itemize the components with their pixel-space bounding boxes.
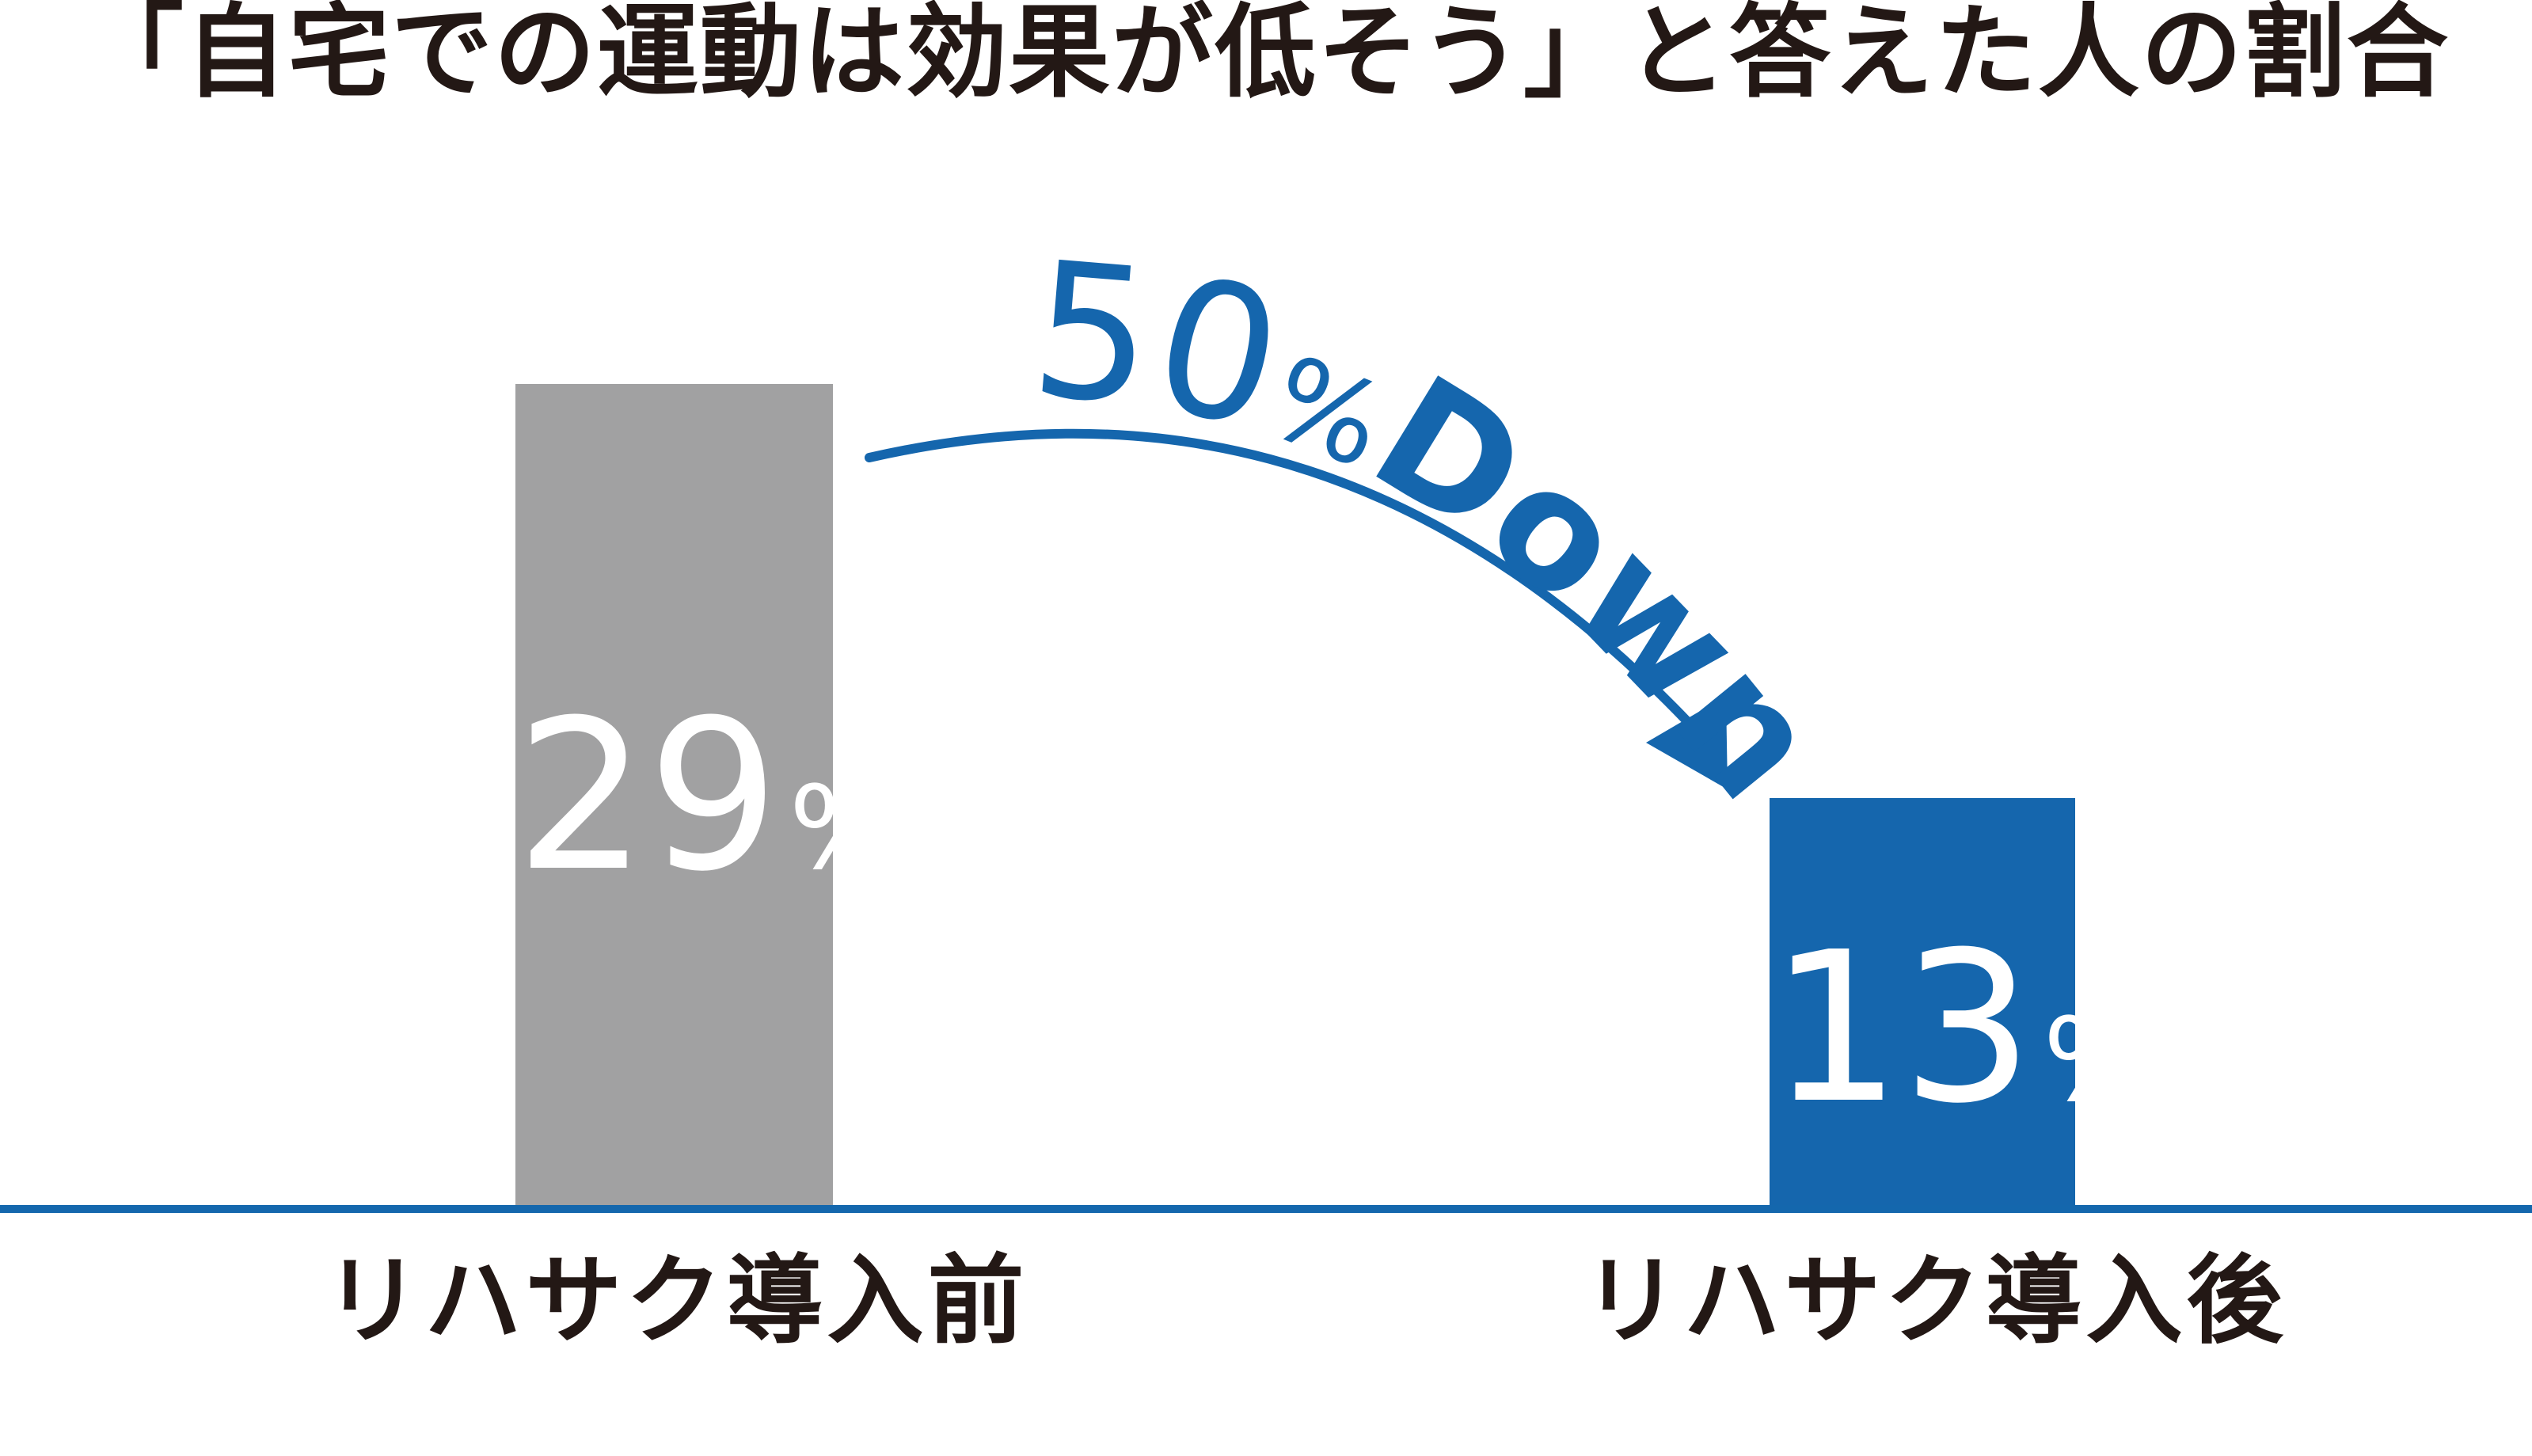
- axis-baseline: [0, 1205, 2532, 1213]
- category-label-before: リハサク導入前: [324, 1245, 1028, 1357]
- bar-after-value-number: 13: [1770, 907, 2034, 1149]
- category-label-after: リハサク導入後: [1583, 1245, 2287, 1357]
- bar-after-value-unit: %: [2043, 994, 2153, 1127]
- bar-before-value-number: 29: [515, 675, 780, 917]
- decrease-arrowhead-icon: [1646, 696, 1728, 789]
- bar-before-value-unit: %: [789, 762, 899, 895]
- bar-before-introduction: 29%: [515, 384, 898, 1205]
- bar-after-introduction: 13%: [1770, 798, 2152, 1205]
- chart-title: 「自宅での運動は効果が低そう」と答えた人の割合: [82, 0, 2450, 112]
- decrease-arrow-curve: [865, 428, 1691, 725]
- bar-before-value: 29%: [515, 693, 898, 900]
- bar-after-value: 13%: [1770, 925, 2152, 1132]
- annotation-value: 50: [1025, 222, 1299, 472]
- decrease-annotation: 50%Down: [1025, 222, 1857, 833]
- annotation-word: Down: [1344, 341, 1857, 834]
